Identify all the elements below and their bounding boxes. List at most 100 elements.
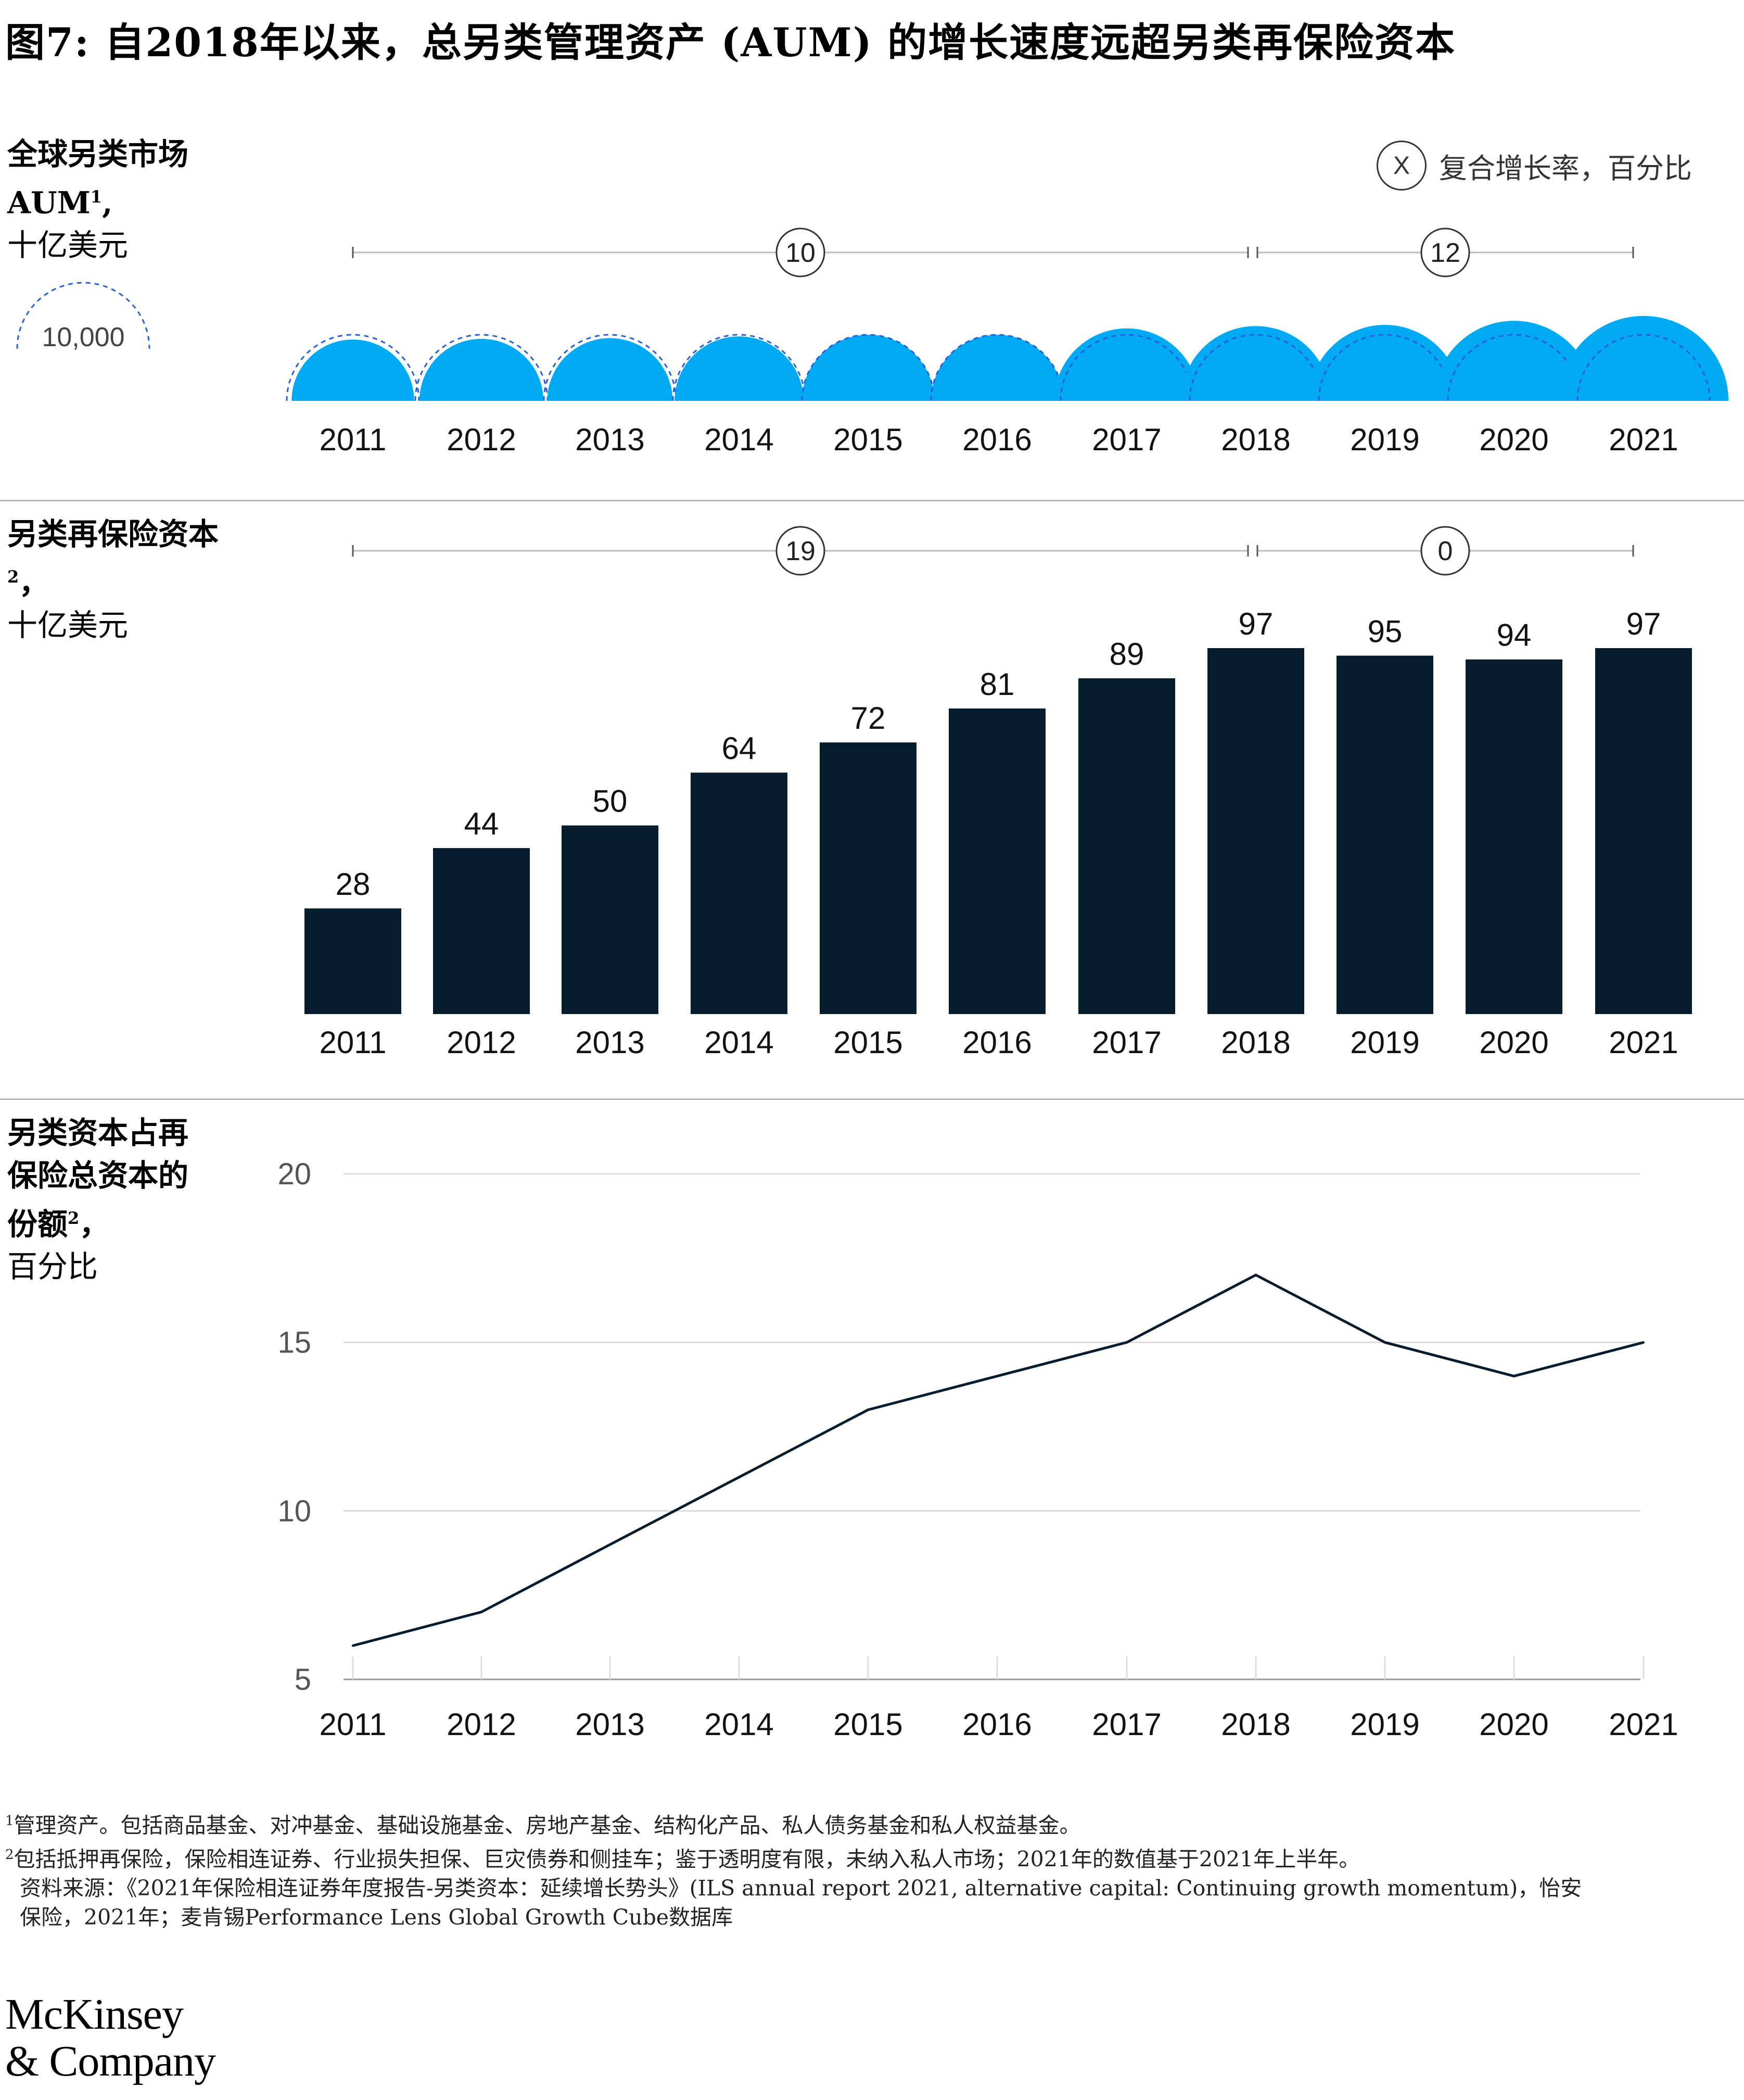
capital-cagr-brackets: 19 0 [352, 526, 1634, 576]
share-y-tick-5: 5 [295, 1663, 311, 1697]
capital-label-suffix: ， [19, 565, 49, 601]
capital-label-text: 另类再保险资本 [7, 516, 219, 552]
footnote-1: 1管理资产。包括商品基金、对冲基金、基础设施基金、房地产基金、结构化产品、私人债… [5, 1806, 1728, 1840]
aum-dome-2012 [419, 338, 544, 401]
share-section-label: 另类资本占再 保险总资本的 份额2， 百分比 [7, 1111, 247, 1288]
aum-x-label-2017: 2017 [1092, 422, 1161, 457]
share-y-tick-20: 20 [277, 1157, 311, 1191]
cap-cagr-circle-0 [775, 526, 825, 576]
cagr-legend-text: 复合增长率，百分比 [1439, 151, 1692, 185]
capital-bar-chart: 19 0 28 2011 44 2012 50 2013 64 2014 72 2015 81 2016… [304, 526, 1692, 1060]
share-y-tick-15: 15 [277, 1326, 311, 1360]
aum-x-label-2015: 2015 [833, 422, 902, 457]
share-label-line1: 另类资本占再 [7, 1115, 189, 1150]
capital-x-label-2011: 2011 [319, 1025, 386, 1060]
capital-x-label-2016: 2016 [962, 1025, 1032, 1060]
share-point-2017 [1126, 1341, 1128, 1344]
aum-x-label-2012: 2012 [447, 422, 516, 457]
cagr-legend: X 复合增长率，百分比 [1377, 141, 1692, 191]
footnote-2: 2包括抵押再保险，保险相连证券、行业损失担保、巨灾债券和侧挂车；鉴于透明度有限，… [5, 1840, 1728, 1874]
aum-cagr-value-0: 10 [785, 238, 816, 268]
share-point-2019 [1384, 1341, 1386, 1344]
scale-reference-value: 10,000 [42, 322, 124, 352]
share-x-label-2017: 2017 [1092, 1707, 1161, 1742]
footnotes: 1管理资产。包括商品基金、对冲基金、基础设施基金、房地产基金、结构化产品、私人债… [5, 1806, 1728, 1932]
share-unit: 百分比 [7, 1249, 98, 1285]
aum-dome-2014 [674, 336, 804, 401]
aum-cagr-value-1: 12 [1430, 238, 1460, 268]
capital-value-2017: 89 [1110, 637, 1144, 672]
capital-x-label-2017: 2017 [1092, 1025, 1161, 1060]
footnote-1-text: 管理资产。包括商品基金、对冲基金、基础设施基金、房地产基金、结构化产品、私人债务… [14, 1813, 1081, 1838]
capital-x-label-2021: 2021 [1609, 1025, 1678, 1060]
aum-x-label-2016: 2016 [962, 422, 1032, 457]
capital-bar-2014 [691, 773, 787, 1014]
cagr-legend-marker: X [1377, 141, 1427, 191]
aum-x-label-2013: 2013 [575, 422, 644, 457]
aum-dome-2020 [1434, 321, 1594, 401]
aum-cagr-brackets: 10 12 [352, 227, 1634, 277]
capital-bar-2016 [949, 708, 1046, 1014]
share-label-suffix: ， [79, 1206, 110, 1242]
share-x-label-2018: 2018 [1221, 1707, 1290, 1742]
aum-x-label-2011: 2011 [319, 422, 386, 457]
capital-value-2019: 95 [1368, 614, 1403, 649]
capital-bar-2020 [1466, 659, 1562, 1014]
capital-value-2015: 72 [851, 701, 886, 736]
aum-dome-2016 [931, 335, 1063, 401]
capital-bar-2018 [1207, 648, 1304, 1014]
cap-cagr-circle-1 [1420, 526, 1470, 576]
capital-bars: 28 2011 44 2012 50 2013 64 2014 72 2015 81 2016 89 20… [304, 606, 1692, 1060]
share-x-label-2014: 2014 [704, 1707, 773, 1742]
capital-bar-2012 [433, 848, 530, 1014]
capital-x-label-2018: 2018 [1221, 1025, 1290, 1060]
capital-value-2018: 97 [1239, 606, 1274, 641]
capital-bar-2017 [1078, 678, 1175, 1014]
share-x-label-2021: 2021 [1609, 1707, 1678, 1742]
capital-bar-2019 [1336, 655, 1433, 1014]
share-point-2014 [738, 1476, 740, 1478]
divider-1 [0, 500, 1744, 501]
aum-footnote-ref: 1 [90, 187, 103, 207]
capital-value-2011: 28 [336, 867, 371, 902]
share-gridlines: 5 10 15 20 [277, 1157, 1645, 1697]
aum-scale-reference: 10,000 [16, 282, 150, 352]
capital-x-label-2013: 2013 [575, 1025, 644, 1060]
capital-value-2020: 94 [1497, 618, 1532, 653]
share-x-label-2020: 2020 [1479, 1707, 1548, 1742]
source-line-1: 资料来源：《2021年保险相连证券年度报告-另类资本：延续增长势头》(ILS a… [20, 1876, 1582, 1901]
page-title: 图7: 自2018年以来，总另类管理资产 (AUM) 的增长速度远超另类再保险资… [5, 19, 1456, 66]
aum-x-label-2018: 2018 [1221, 422, 1290, 457]
share-x-label-2011: 2011 [319, 1707, 386, 1742]
aum-x-label-2014: 2014 [704, 422, 773, 457]
share-x-axis-labels: 2011 2012 2013 2014 2015 2016 2017 2018 2019 2020… [319, 1707, 1678, 1742]
share-label-line2: 保险总资本的 [7, 1158, 189, 1193]
capital-value-2012: 44 [464, 806, 499, 841]
share-point-2015 [867, 1409, 869, 1411]
capital-x-label-2014: 2014 [704, 1025, 773, 1060]
divider-2 [0, 1098, 1744, 1100]
share-point-2011 [352, 1644, 354, 1647]
aum-x-axis-labels: 2011 2012 2013 2014 2015 2016 2017 2018 2019 2020… [319, 422, 1678, 457]
capital-value-2016: 81 [980, 667, 1015, 702]
footnote-2-marker: 2 [5, 1846, 14, 1863]
capital-footnote-ref: 2 [7, 567, 19, 587]
aum-dome-2011 [291, 339, 414, 401]
share-point-2020 [1513, 1375, 1515, 1377]
aum-domes [286, 315, 1729, 401]
aum-section-label: 全球另类市场 AUM1, 十亿美元 [7, 133, 247, 267]
logo-line-1: McKinsey [5, 1990, 184, 2039]
capital-x-label-2019: 2019 [1350, 1025, 1419, 1060]
share-point-2012 [480, 1611, 482, 1613]
aum-label-line2: AUM1, [7, 175, 247, 224]
aum-dome-2015 [802, 335, 934, 401]
aum-label-suffix: , [102, 185, 113, 221]
aum-dome-2021 [1558, 315, 1729, 401]
capital-label-line1: 另类再保险资本 2， [7, 513, 247, 604]
aum-x-label-2019: 2019 [1350, 422, 1419, 457]
share-line-series [352, 1273, 1645, 1647]
logo-line-2: & Company [5, 2037, 216, 2085]
share-x-label-2012: 2012 [447, 1707, 516, 1742]
footnote-1-marker: 1 [5, 1813, 14, 1829]
share-x-label-2019: 2019 [1350, 1707, 1419, 1742]
